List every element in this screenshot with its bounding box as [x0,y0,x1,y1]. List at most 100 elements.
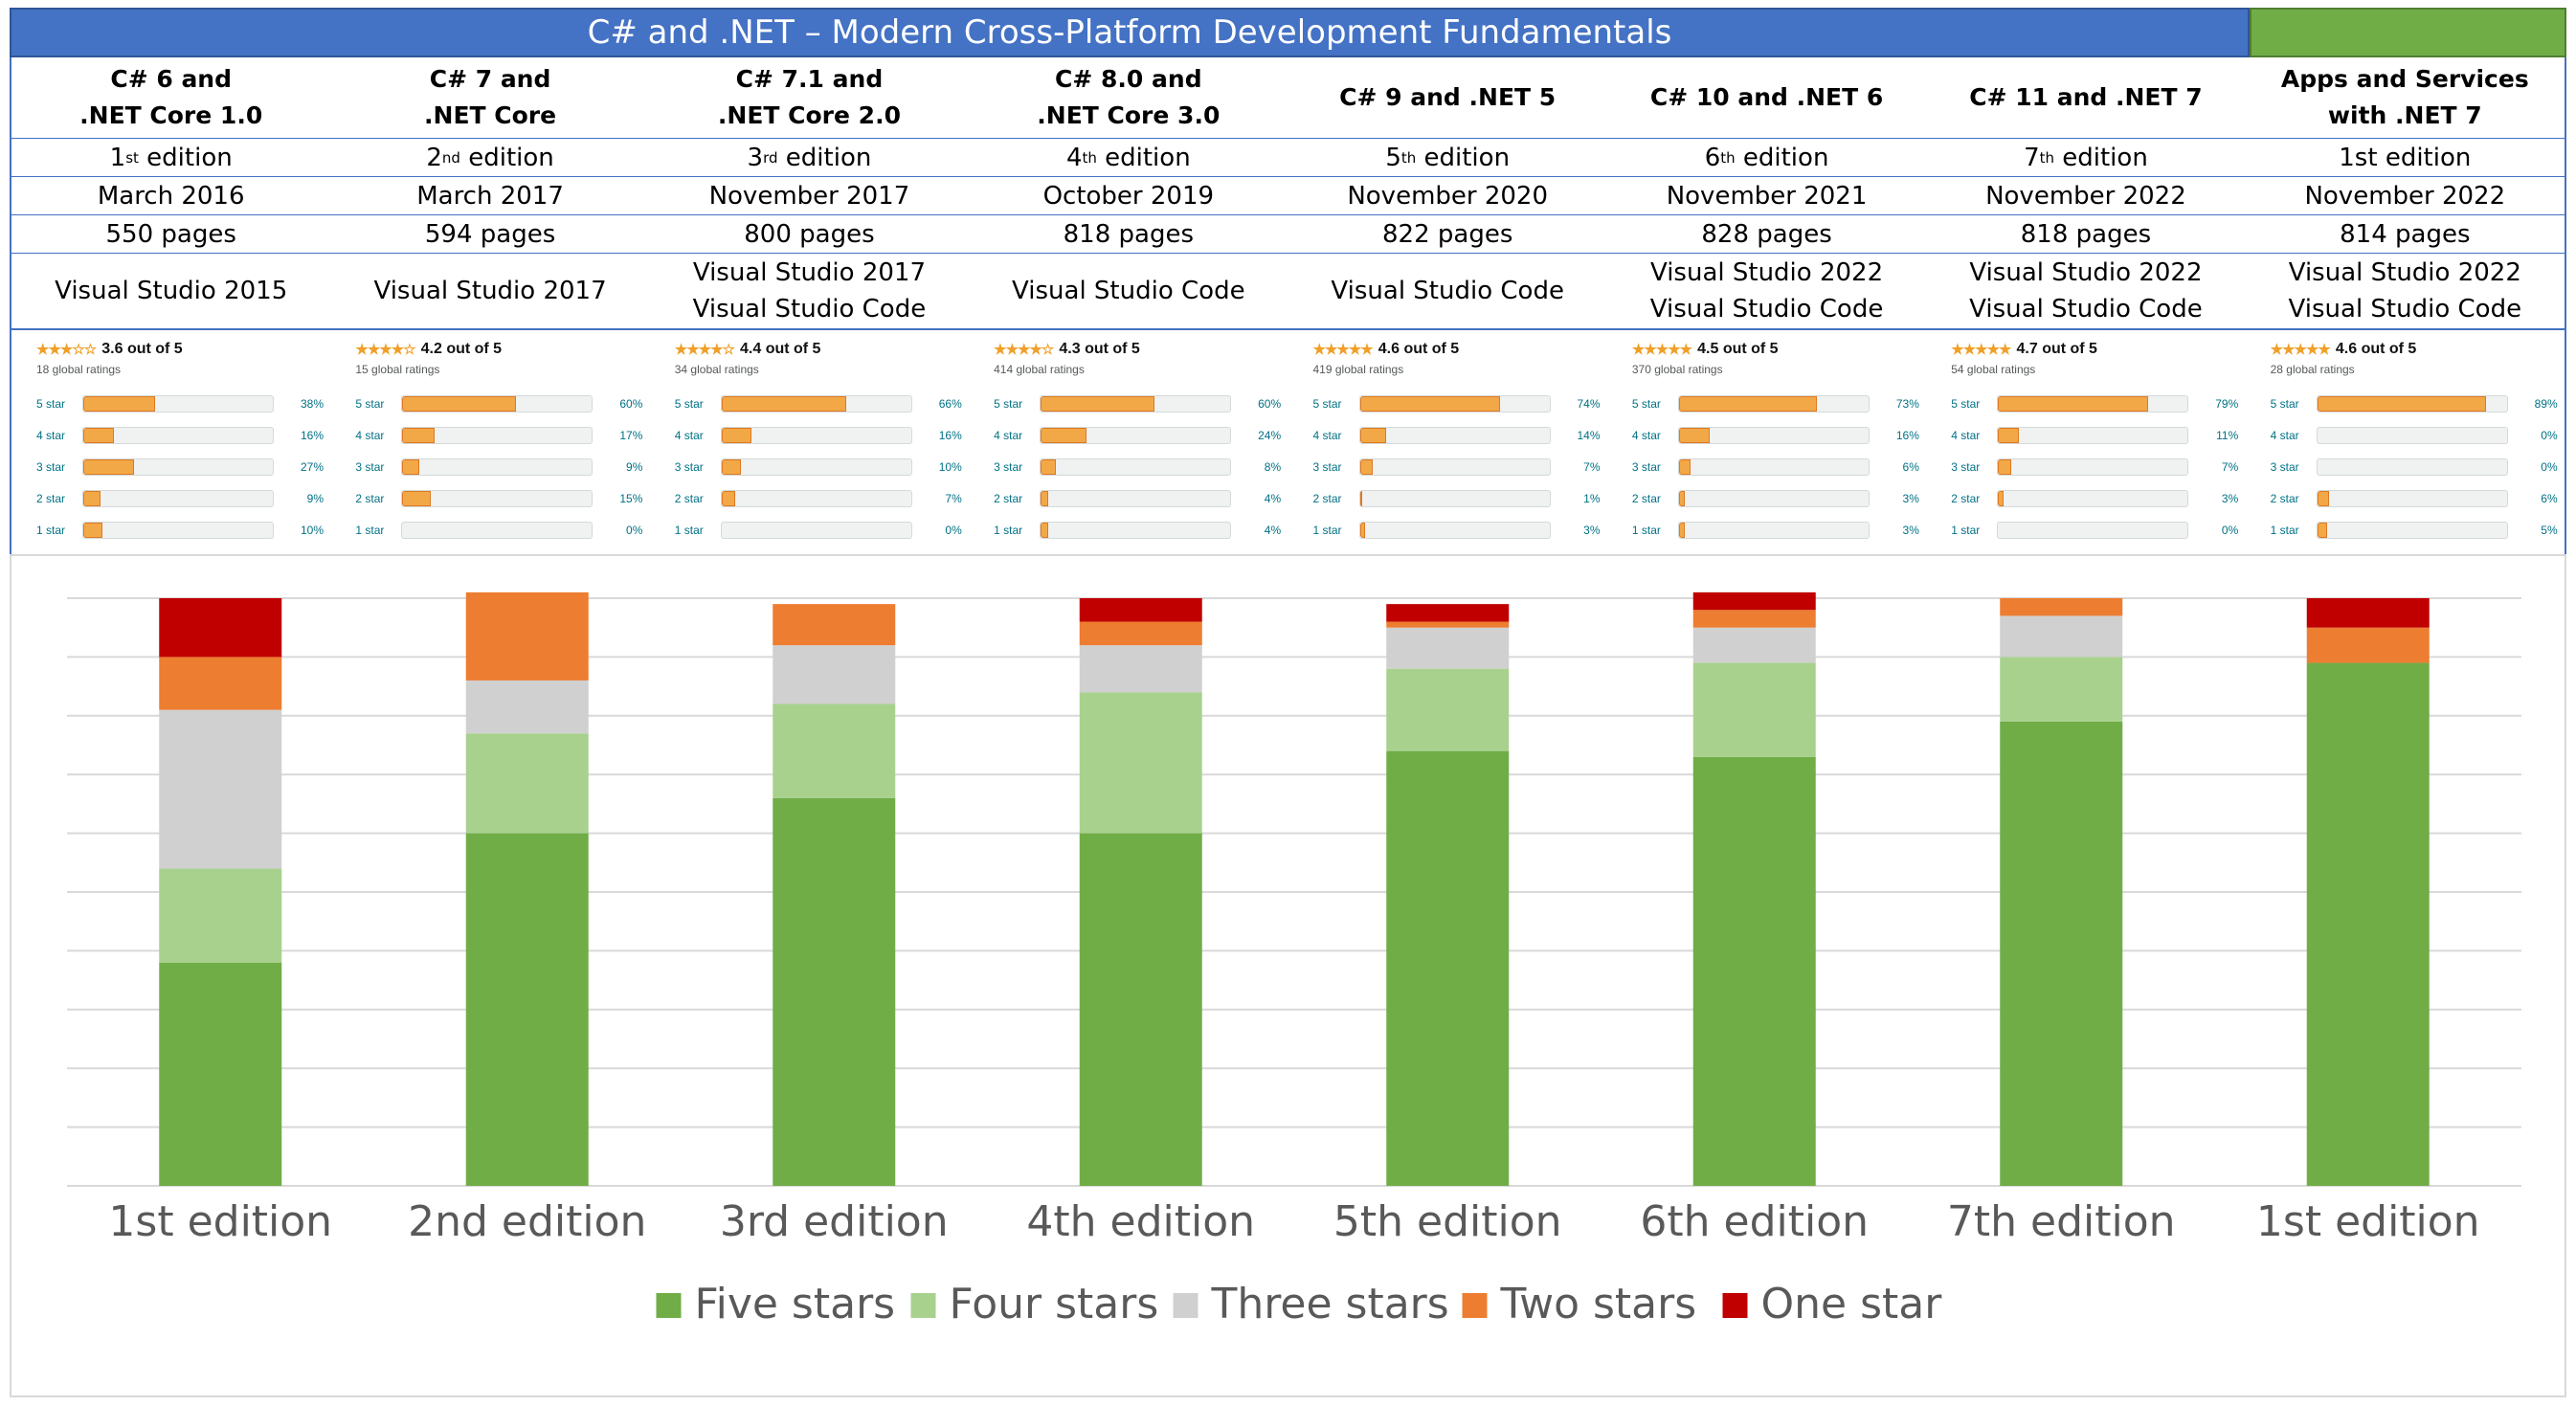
rating-histogram-row[interactable]: 4 star 16% [1632,419,1926,451]
rating-percent[interactable]: 17% [619,428,643,442]
rating-percent[interactable]: 74% [1577,396,1601,411]
rating-percent[interactable]: 3% [2221,491,2239,505]
star-level-link[interactable]: 2 star [36,491,66,505]
rating-histogram-row[interactable]: 3 star 8% [994,451,1288,482]
rating-histogram-row[interactable]: 3 star 9% [355,451,649,482]
star-level-link[interactable]: 3 star [674,459,704,474]
star-level-link[interactable]: 5 star [1312,396,1342,411]
rating-histogram-row[interactable]: 4 star 17% [355,419,649,451]
star-level-link[interactable]: 3 star [2270,459,2299,474]
rating-histogram-row[interactable]: 3 star 7% [1313,451,1607,482]
rating-percent[interactable]: 10% [300,523,324,537]
rating-percent[interactable]: 10% [938,459,962,474]
rating-histogram-row[interactable]: 5 star 60% [994,388,1288,419]
star-level-link[interactable]: 2 star [1951,491,1981,505]
rating-percent[interactable]: 66% [938,396,962,411]
star-level-link[interactable]: 4 star [355,428,385,442]
star-level-link[interactable]: 4 star [1312,428,1342,442]
rating-histogram-row[interactable]: 2 star 3% [1951,482,2245,514]
rating-percent[interactable]: 16% [938,428,962,442]
rating-percent[interactable]: 15% [619,491,643,505]
rating-histogram-row[interactable]: 3 star 27% [36,451,330,482]
rating-percent[interactable]: 0% [2541,459,2558,474]
star-level-link[interactable]: 2 star [355,491,385,505]
star-level-link[interactable]: 1 star [1312,523,1342,537]
star-level-link[interactable]: 1 star [2270,523,2299,537]
rating-histogram-row[interactable]: 4 star 11% [1951,419,2245,451]
rating-histogram-row[interactable]: 1 star 4% [994,514,1288,546]
rating-histogram-row[interactable]: 4 star 16% [36,419,330,451]
rating-histogram-row[interactable]: 1 star 3% [1313,514,1607,546]
rating-percent[interactable]: 73% [1895,396,1919,411]
rating-percent[interactable]: 9% [306,491,324,505]
star-level-link[interactable]: 2 star [994,491,1023,505]
rating-percent[interactable]: 4% [1264,491,1282,505]
rating-histogram-row[interactable]: 2 star 15% [355,482,649,514]
rating-histogram-row[interactable]: 4 star 24% [994,419,1288,451]
star-level-link[interactable]: 5 star [36,396,66,411]
rating-histogram-row[interactable]: 1 star 5% [2271,514,2565,546]
rating-histogram-row[interactable]: 1 star 3% [1632,514,1926,546]
rating-percent[interactable]: 4% [1264,523,1282,537]
rating-percent[interactable]: 6% [1902,459,1919,474]
rating-percent[interactable]: 16% [1895,428,1919,442]
star-level-link[interactable]: 5 star [2270,396,2299,411]
star-level-link[interactable]: 3 star [1312,459,1342,474]
rating-percent[interactable]: 38% [300,396,324,411]
star-level-link[interactable]: 4 star [674,428,704,442]
rating-histogram-row[interactable]: 5 star 89% [2271,388,2565,419]
rating-percent[interactable]: 27% [300,459,324,474]
star-level-link[interactable]: 5 star [1951,396,1981,411]
rating-percent[interactable]: 89% [2534,396,2558,411]
rating-histogram-row[interactable]: 1 star 0% [1951,514,2245,546]
rating-percent[interactable]: 1% [1583,491,1601,505]
rating-percent[interactable]: 60% [619,396,643,411]
rating-histogram-row[interactable]: 2 star 7% [675,482,969,514]
star-level-link[interactable]: 1 star [994,523,1023,537]
rating-percent[interactable]: 14% [1577,428,1601,442]
star-level-link[interactable]: 3 star [355,459,385,474]
rating-percent[interactable]: 60% [1258,396,1282,411]
star-level-link[interactable]: 3 star [994,459,1023,474]
rating-percent[interactable]: 8% [1264,459,1282,474]
rating-histogram-row[interactable]: 1 star 0% [675,514,969,546]
rating-histogram-row[interactable]: 2 star 9% [36,482,330,514]
rating-percent[interactable]: 9% [626,459,643,474]
star-level-link[interactable]: 4 star [1951,428,1981,442]
star-level-link[interactable]: 3 star [36,459,66,474]
rating-percent[interactable]: 6% [2541,491,2558,505]
rating-percent[interactable]: 7% [945,491,962,505]
rating-histogram-row[interactable]: 2 star 1% [1313,482,1607,514]
rating-histogram-row[interactable]: 1 star 10% [36,514,330,546]
rating-histogram-row[interactable]: 5 star 74% [1313,388,1607,419]
star-level-link[interactable]: 2 star [2270,491,2299,505]
star-level-link[interactable]: 2 star [1631,491,1661,505]
rating-percent[interactable]: 79% [2215,396,2239,411]
rating-histogram-row[interactable]: 3 star 7% [1951,451,2245,482]
star-level-link[interactable]: 1 star [674,523,704,537]
rating-histogram-row[interactable]: 5 star 79% [1951,388,2245,419]
star-level-link[interactable]: 1 star [1631,523,1661,537]
rating-histogram-row[interactable]: 1 star 0% [355,514,649,546]
rating-histogram-row[interactable]: 2 star 3% [1632,482,1926,514]
star-level-link[interactable]: 4 star [2270,428,2299,442]
star-level-link[interactable]: 5 star [1631,396,1661,411]
rating-histogram-row[interactable]: 5 star 38% [36,388,330,419]
rating-percent[interactable]: 11% [2216,428,2239,442]
rating-percent[interactable]: 7% [1583,459,1601,474]
rating-percent[interactable]: 0% [626,523,643,537]
star-level-link[interactable]: 3 star [1951,459,1981,474]
star-level-link[interactable]: 4 star [36,428,66,442]
rating-histogram-row[interactable]: 2 star 6% [2271,482,2565,514]
rating-histogram-row[interactable]: 3 star 0% [2271,451,2565,482]
rating-histogram-row[interactable]: 4 star 0% [2271,419,2565,451]
star-level-link[interactable]: 2 star [1312,491,1342,505]
rating-histogram-row[interactable]: 5 star 73% [1632,388,1926,419]
star-level-link[interactable]: 3 star [1631,459,1661,474]
rating-histogram-row[interactable]: 3 star 10% [675,451,969,482]
rating-histogram-row[interactable]: 4 star 14% [1313,419,1607,451]
star-level-link[interactable]: 4 star [1631,428,1661,442]
rating-histogram-row[interactable]: 4 star 16% [675,419,969,451]
star-level-link[interactable]: 5 star [994,396,1023,411]
star-level-link[interactable]: 4 star [994,428,1023,442]
